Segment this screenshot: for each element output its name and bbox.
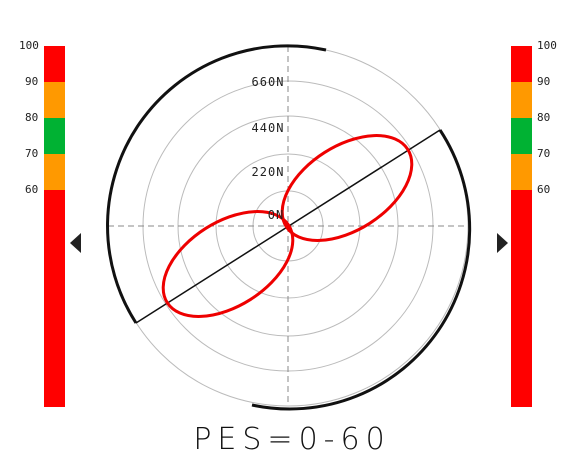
right-gauge: 100 90 80 70 60 [497, 39, 557, 407]
polar-plot: 0N 220N 440N 660N [106, 44, 472, 411]
gauge-label: 80 [537, 111, 550, 124]
right-arrow [497, 233, 508, 253]
ring-label: 660N [252, 75, 285, 89]
gauge-label: 100 [19, 39, 39, 52]
gauge-label: 80 [25, 111, 38, 124]
gauge-label: 90 [537, 75, 550, 88]
range-arc [106, 44, 327, 324]
footer: PES=0-60 [193, 422, 390, 457]
gauge-label: 70 [25, 147, 38, 160]
gauge-label: 60 [537, 183, 550, 196]
gauge-green [511, 118, 532, 154]
lobe [280, 134, 414, 242]
gauge-label: 100 [537, 39, 557, 52]
gauge-orange [511, 82, 532, 118]
left-gauge: 100 90 80 70 60 [19, 39, 81, 407]
gauge-green [44, 118, 65, 154]
ring-label: 220N [252, 165, 285, 179]
gauge-orange [44, 154, 65, 190]
gauge-label: 60 [25, 183, 38, 196]
gauge-orange [511, 154, 532, 190]
gauge-label: 90 [25, 75, 38, 88]
ring-label: 440N [252, 121, 285, 135]
left-arrow [70, 233, 81, 253]
gauge-orange [44, 82, 65, 118]
range-arc [251, 129, 472, 411]
lobe [161, 210, 295, 318]
ring-label: 0N [268, 208, 284, 222]
gauge-label: 70 [537, 147, 550, 160]
